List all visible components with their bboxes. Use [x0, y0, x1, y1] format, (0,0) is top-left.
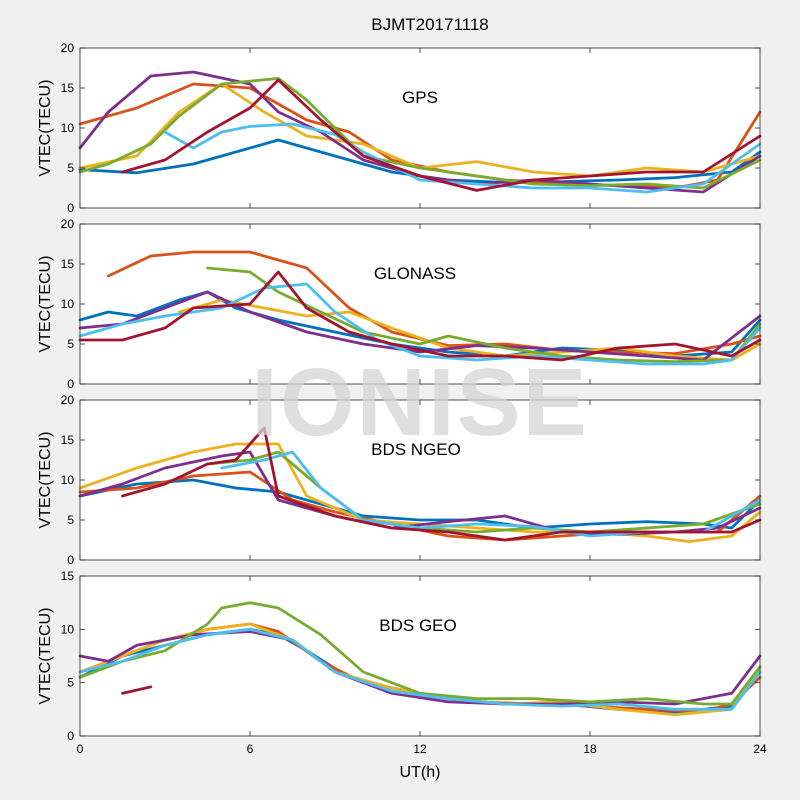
series-line — [78, 82, 762, 178]
series-line — [121, 426, 762, 542]
y-tick-label: 0 — [67, 377, 74, 391]
y-tick-label: 15 — [61, 433, 75, 447]
y-axis-label: VTEC(TECU) — [37, 256, 54, 353]
series-line — [78, 70, 762, 194]
y-tick-label: 15 — [61, 81, 75, 95]
series-line — [78, 282, 762, 366]
y-tick-label: 0 — [67, 201, 74, 215]
y-tick-label: 10 — [61, 121, 75, 135]
series-line — [121, 78, 762, 192]
y-tick-label: 5 — [67, 337, 74, 351]
y-tick-label: 15 — [61, 257, 75, 271]
y-tick-label: 5 — [67, 676, 74, 690]
panel-0: 0 5 10 15 20 VTEC(TECU) GPS — [37, 41, 762, 215]
x-tick-label: 18 — [583, 742, 597, 756]
panels: 0 5 10 15 20 VTEC(TECU) GPS 0 5 10 15 20 VTEC(TECU) G… — [37, 41, 767, 756]
series-line — [78, 290, 762, 362]
series-line — [78, 630, 762, 706]
x-tick-label: 6 — [247, 742, 254, 756]
panel-title: GPS — [402, 88, 438, 107]
panel-title: BDS GEO — [379, 616, 456, 635]
series-line — [163, 122, 762, 194]
y-axis-label: VTEC(TECU) — [37, 80, 54, 177]
panel-2: 0 5 10 15 20 VTEC(TECU) BDS NGEO — [37, 393, 762, 567]
panel-3: 0 6 12 18 24 0 5 10 15 VTEC(TECU) BDS GEO — [37, 569, 767, 756]
x-axis-label: UT(h) — [400, 764, 441, 781]
series-line — [78, 601, 762, 706]
series-line — [78, 270, 762, 362]
series-line — [121, 685, 153, 695]
series-line — [78, 627, 762, 711]
y-tick-label: 5 — [67, 513, 74, 527]
x-tick-label: 12 — [413, 742, 427, 756]
y-tick-label: 20 — [61, 41, 75, 55]
y-tick-label: 15 — [61, 569, 75, 583]
panel-title: GLONASS — [374, 264, 456, 283]
panel-1: 0 5 10 15 20 VTEC(TECU) GLONASS — [37, 217, 762, 391]
y-tick-label: 20 — [61, 217, 75, 231]
y-tick-label: 10 — [61, 473, 75, 487]
watermark: IONISE — [251, 349, 588, 456]
series-line — [78, 478, 762, 530]
series-line — [78, 82, 762, 190]
y-tick-label: 0 — [67, 729, 74, 743]
y-tick-label: 0 — [67, 553, 74, 567]
y-axis-label: VTEC(TECU) — [37, 608, 54, 705]
series-line — [206, 450, 762, 534]
x-tick-label: 0 — [77, 742, 84, 756]
panel-title: BDS NGEO — [371, 440, 461, 459]
figure-title: BJMT20171118 — [371, 15, 489, 34]
y-axis-label: VTEC(TECU) — [37, 432, 54, 529]
y-tick-label: 5 — [67, 161, 74, 175]
series-line — [206, 266, 762, 363]
y-tick-label: 10 — [61, 297, 75, 311]
y-tick-label: 10 — [61, 622, 75, 636]
x-tick-label: 24 — [753, 742, 767, 756]
y-tick-label: 20 — [61, 393, 75, 407]
